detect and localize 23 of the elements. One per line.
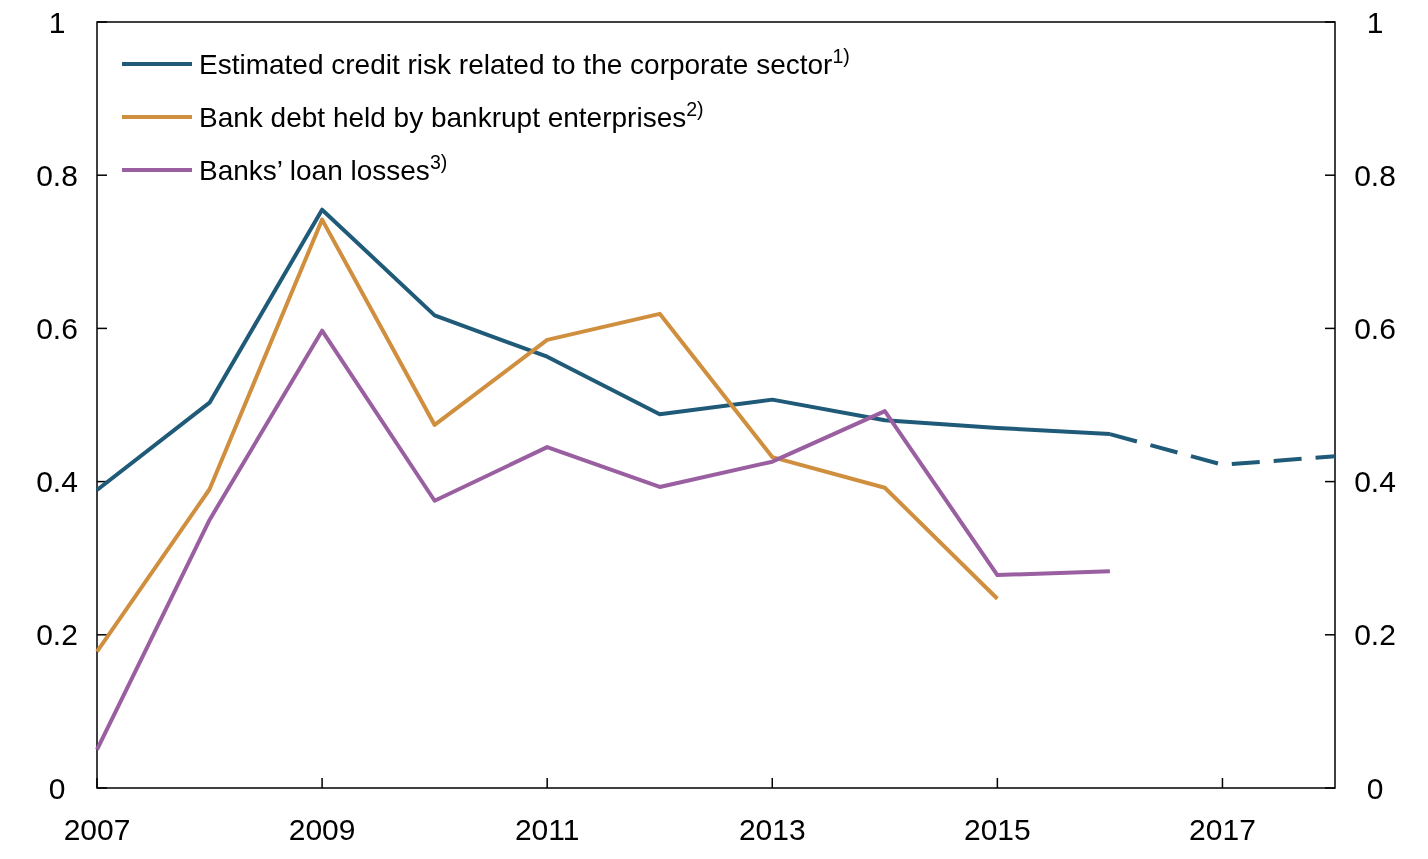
x-tick-label: 2007 <box>63 813 131 846</box>
line-series <box>95 217 1000 654</box>
line-series <box>95 328 1112 752</box>
y2-tick-label: 0 <box>1366 771 1384 805</box>
y-tick-label: 1 <box>48 5 66 39</box>
x-tick-label: 2015 <box>963 813 1031 846</box>
y-tick-label: 0.2 <box>36 618 78 652</box>
legend-label: Banks’ loan losses$^{3)}$ <box>199 150 448 186</box>
x-tick-label: 2009 <box>288 813 356 846</box>
y2-tick-label: 1 <box>1366 5 1384 39</box>
y-tick-label: 0.4 <box>36 465 78 499</box>
x-tick-label: 2017 <box>1189 813 1256 846</box>
x-tick-label: 2011 <box>514 813 580 846</box>
y2-tick-label: 0.4 <box>1354 465 1396 499</box>
y2-tick-label: 0.2 <box>1354 618 1396 652</box>
legend-label: Estimated credit risk related to the corporate sector$^{1)}$ <box>199 44 850 80</box>
y-tick-label: 0.8 <box>36 158 78 192</box>
y-tick-label: 0 <box>48 771 66 805</box>
y-tick-label: 0.6 <box>36 311 78 345</box>
y2-tick-label: 0.8 <box>1354 158 1396 192</box>
legend-label: Bank debt held by bankrupt enterprises$^{2)}$ <box>199 97 704 133</box>
x-tick-label: 2013 <box>738 813 806 846</box>
y2-tick-label: 0.6 <box>1354 311 1396 345</box>
